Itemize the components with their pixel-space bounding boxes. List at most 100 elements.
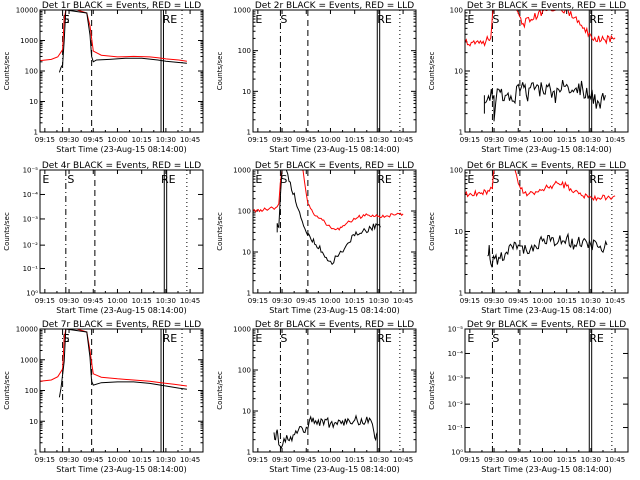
x-tick-label: 10:00 bbox=[320, 297, 340, 305]
event-marker-e: E bbox=[255, 332, 262, 345]
x-tick-label: 10:45 bbox=[393, 136, 413, 144]
events-series bbox=[58, 329, 187, 398]
x-tick-label: 10:45 bbox=[180, 456, 200, 464]
y-tick-label: 10 bbox=[242, 408, 251, 416]
panel-title: Det 5r BLACK = Events, RED = LLD bbox=[255, 161, 414, 171]
panel-3: Det 3r BLACK = Events, RED = LLD Counts/s… bbox=[428, 1, 629, 154]
x-tick-label: 09:30 bbox=[484, 297, 504, 305]
y-tick-label: 100 bbox=[25, 68, 38, 76]
y-tick-label: 100 bbox=[238, 208, 251, 216]
x-tick-label: 10:30 bbox=[581, 136, 601, 144]
plot-frame bbox=[464, 169, 629, 294]
x-axis-label: Start Time (23-Aug-15 08:14:00) bbox=[269, 465, 400, 474]
y-tick-label: 10000 bbox=[16, 7, 38, 15]
events-series bbox=[487, 232, 608, 268]
x-tick-label: 10:00 bbox=[532, 297, 552, 305]
x-tick-label: 10:15 bbox=[557, 297, 577, 305]
x-axis-label: Start Time (23-Aug-15 08:14:00) bbox=[269, 306, 400, 315]
y-tick-label: 100 bbox=[25, 387, 38, 395]
plot-frame bbox=[252, 328, 417, 453]
event-marker-re: RE bbox=[589, 332, 604, 345]
y-tick-label: 100 bbox=[450, 7, 463, 15]
x-axis-label: Start Time (23-Aug-15 08:14:00) bbox=[269, 145, 400, 154]
y-tick-label: 1 bbox=[34, 449, 38, 457]
y-tick-label: 1 bbox=[247, 290, 251, 298]
y-tick-label: 10⁻⁵ bbox=[448, 326, 464, 334]
y-tick-label: 1000 bbox=[20, 356, 38, 364]
x-tick-label: 09:30 bbox=[484, 456, 504, 464]
y-tick-label: 100 bbox=[450, 167, 463, 175]
x-tick-label: 09:15 bbox=[460, 456, 480, 464]
x-tick-label: 09:45 bbox=[508, 297, 528, 305]
x-tick-label: 10:00 bbox=[107, 456, 127, 464]
event-marker-s: S bbox=[280, 332, 287, 345]
x-tick-label: 10:30 bbox=[369, 456, 389, 464]
x-tick-label: 09:45 bbox=[296, 297, 316, 305]
x-tick-label: 10:30 bbox=[156, 456, 176, 464]
x-tick-label: 09:30 bbox=[272, 297, 292, 305]
x-tick-label: 09:30 bbox=[484, 136, 504, 144]
event-marker-s: S bbox=[492, 332, 499, 345]
events-series bbox=[276, 170, 381, 266]
y-tick-label: 1 bbox=[459, 290, 463, 298]
event-marker-s: S bbox=[63, 13, 70, 26]
x-tick-label: 10:15 bbox=[132, 297, 152, 305]
plot-frame bbox=[39, 9, 204, 133]
x-tick-label: 10:45 bbox=[605, 456, 625, 464]
plot-frame bbox=[252, 9, 417, 133]
panel-5: Det 5r BLACK = Events, RED = LLD Counts/s… bbox=[216, 161, 417, 315]
event-marker-e: E bbox=[255, 173, 262, 186]
event-marker-e: E bbox=[467, 332, 474, 345]
y-tick-label: 10 bbox=[454, 68, 463, 76]
event-marker-e: E bbox=[467, 13, 474, 26]
y-tick-label: 100 bbox=[238, 47, 251, 55]
x-tick-label: 09:30 bbox=[272, 136, 292, 144]
y-axis-label: Counts/sec bbox=[216, 52, 224, 91]
lld-series bbox=[465, 170, 616, 202]
y-tick-label: 1000 bbox=[233, 167, 251, 175]
event-marker-s: S bbox=[63, 332, 70, 345]
x-tick-label: 10:15 bbox=[557, 456, 577, 464]
y-axis-label: Counts/sec bbox=[428, 371, 436, 410]
y-tick-label: 10 bbox=[29, 418, 38, 426]
event-marker-s: S bbox=[280, 173, 287, 186]
x-tick-label: 09:15 bbox=[248, 136, 268, 144]
x-axis-label: Start Time (23-Aug-15 08:14:00) bbox=[481, 145, 612, 154]
panel-title: Det 1r BLACK = Events, RED = LLD bbox=[42, 1, 201, 11]
event-marker-re: RE bbox=[377, 332, 392, 345]
x-tick-label: 09:30 bbox=[272, 456, 292, 464]
x-tick-label: 10:45 bbox=[393, 456, 413, 464]
x-tick-label: 09:45 bbox=[296, 136, 316, 144]
x-tick-label: 10:45 bbox=[393, 297, 413, 305]
panel-6: Det 6r BLACK = Events, RED = LLD Counts/s… bbox=[428, 161, 629, 315]
event-marker-e: E bbox=[63, 332, 70, 345]
y-tick-label: 1000 bbox=[233, 326, 251, 334]
x-axis-label: Start Time (23-Aug-15 08:14:00) bbox=[56, 306, 187, 315]
y-tick-label: 10⁻² bbox=[23, 242, 39, 250]
x-tick-label: 10:15 bbox=[557, 136, 577, 144]
x-tick-label: 10:30 bbox=[369, 136, 389, 144]
x-tick-label: 10:30 bbox=[581, 456, 601, 464]
y-axis-label: Counts/sec bbox=[428, 212, 436, 251]
plot-frame bbox=[39, 328, 204, 453]
events-series bbox=[58, 10, 187, 73]
event-marker-re: RE bbox=[161, 173, 176, 186]
x-tick-label: 10:00 bbox=[320, 136, 340, 144]
event-marker-e: E bbox=[42, 173, 49, 186]
x-tick-label: 10:00 bbox=[107, 136, 127, 144]
panel-7: Det 7r BLACK = Events, RED = LLD Counts/s… bbox=[3, 320, 204, 474]
x-tick-label: 09:45 bbox=[83, 456, 103, 464]
x-tick-label: 10:45 bbox=[180, 297, 200, 305]
y-tick-label: 100 bbox=[238, 367, 251, 375]
y-tick-label: 1 bbox=[247, 449, 251, 457]
x-tick-label: 10:30 bbox=[156, 136, 176, 144]
y-tick-label: 10⁻² bbox=[448, 401, 464, 409]
panel-8: Det 8r BLACK = Events, RED = LLD Counts/s… bbox=[216, 320, 417, 474]
x-tick-label: 10:00 bbox=[532, 456, 552, 464]
x-tick-label: 09:30 bbox=[59, 297, 79, 305]
x-tick-label: 09:15 bbox=[460, 297, 480, 305]
event-marker-re: RE bbox=[377, 173, 392, 186]
y-axis-label: Counts/sec bbox=[3, 371, 11, 410]
x-tick-label: 10:00 bbox=[532, 136, 552, 144]
event-marker-re: RE bbox=[589, 13, 604, 26]
